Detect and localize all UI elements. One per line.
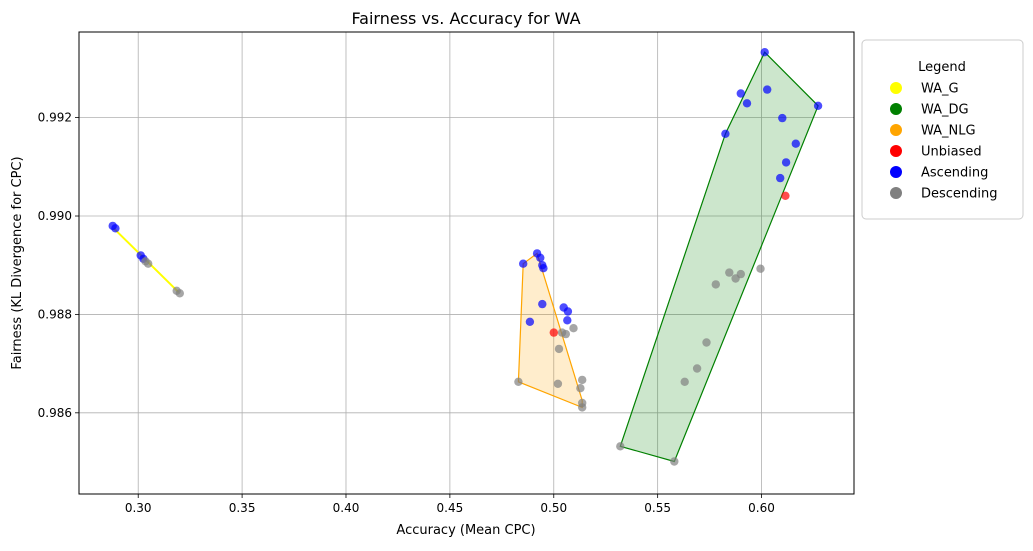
- grid: [79, 32, 854, 494]
- ascending-point: [721, 129, 730, 138]
- descending-point: [561, 329, 570, 339]
- descending-point: [711, 280, 720, 289]
- x-axis-label: Accuracy (Mean CPC): [396, 523, 535, 538]
- y-tick-label: 0.986: [38, 406, 72, 420]
- y-axis: 0.986 0.988 0.990 0.992: [38, 111, 79, 420]
- x-tick-label: 0.55: [644, 501, 671, 515]
- unbiased-point: [781, 191, 790, 200]
- legend-marker: [890, 187, 902, 199]
- descending-point: [670, 457, 679, 466]
- legend-label: Ascending: [921, 166, 988, 181]
- x-tick-label: 0.35: [229, 501, 256, 515]
- descending-point: [578, 403, 587, 412]
- ascending-point: [742, 99, 752, 108]
- descending-point: [144, 259, 153, 268]
- ascending-point: [536, 253, 545, 262]
- wa-dg-hull: [619, 51, 819, 463]
- ascending-point: [563, 316, 572, 325]
- ascending-point: [538, 299, 547, 309]
- hull-layer: [112, 51, 819, 463]
- legend-label: WA_G: [921, 82, 959, 97]
- descending-point: [569, 324, 578, 333]
- ascending-point: [760, 48, 769, 57]
- unbiased-point: [549, 328, 558, 337]
- descending-point: [554, 344, 564, 354]
- ascending-point: [736, 89, 745, 98]
- legend-item-ascending: Ascending: [890, 166, 988, 181]
- legend-marker: [890, 166, 902, 178]
- legend-label: Unbiased: [921, 145, 982, 160]
- legend-item-descending: Descending: [890, 187, 998, 202]
- x-axis: 0.30 0.35 0.40 0.45 0.50 0.55 0.60: [125, 494, 775, 515]
- legend-item-wa-dg: WA_DG: [890, 103, 969, 118]
- legend-label: Descending: [921, 187, 998, 202]
- descending-point: [553, 379, 563, 388]
- legend-label: WA_NLG: [921, 124, 976, 139]
- ascending-point: [563, 307, 573, 316]
- legend-entries: WA_G WA_DG WA_NLG Unbiased Ascending Descendi…: [890, 82, 998, 202]
- legend-marker: [890, 124, 902, 136]
- chart-title: Fairness vs. Accuracy for WA: [351, 9, 580, 28]
- descending-point: [514, 377, 523, 386]
- ascending-point: [776, 173, 785, 183]
- legend-item-unbiased: Unbiased: [890, 145, 982, 160]
- legend-marker: [890, 145, 902, 157]
- legend-marker: [890, 103, 902, 115]
- legend-box: [861, 39, 1024, 220]
- x-tick-label: 0.50: [540, 501, 567, 515]
- legend-label: WA_DG: [921, 103, 969, 118]
- ascending-point: [778, 113, 787, 123]
- point-layer: [108, 48, 823, 466]
- ascending-point: [539, 264, 548, 273]
- legend-marker: [890, 82, 902, 94]
- x-tick-label: 0.45: [437, 501, 464, 515]
- descending-point: [616, 442, 625, 451]
- ascending-point: [781, 158, 791, 167]
- ascending-point: [763, 85, 772, 94]
- legend: Legend WA_G WA_DG WA_NLG Unbiased Ascending D…: [861, 39, 1024, 220]
- y-tick-label: 0.992: [38, 111, 72, 125]
- descending-point: [680, 377, 689, 386]
- ascending-point: [791, 139, 800, 148]
- descending-point: [576, 384, 585, 393]
- y-tick-label: 0.988: [38, 307, 72, 321]
- legend-title: Legend: [918, 60, 966, 75]
- ascending-point: [525, 317, 535, 326]
- legend-item-wa-g: WA_G: [890, 82, 959, 97]
- descending-point: [725, 268, 734, 277]
- descending-point: [175, 289, 184, 298]
- y-axis-label: Fairness (KL Divergence for CPC): [10, 156, 25, 369]
- ascending-point: [813, 101, 823, 111]
- x-tick-label: 0.30: [125, 501, 152, 515]
- legend-item-wa-nlg: WA_NLG: [890, 124, 976, 139]
- ascending-point: [519, 259, 528, 268]
- descending-point: [692, 364, 702, 373]
- descending-point: [736, 269, 745, 279]
- descending-point: [578, 375, 587, 385]
- y-tick-label: 0.990: [38, 209, 72, 223]
- ascending-point: [111, 224, 120, 233]
- x-tick-label: 0.40: [333, 501, 360, 515]
- descending-point: [702, 338, 711, 347]
- plot-frame: [78, 31, 855, 495]
- x-tick-label: 0.60: [748, 501, 775, 515]
- descending-point: [756, 264, 765, 273]
